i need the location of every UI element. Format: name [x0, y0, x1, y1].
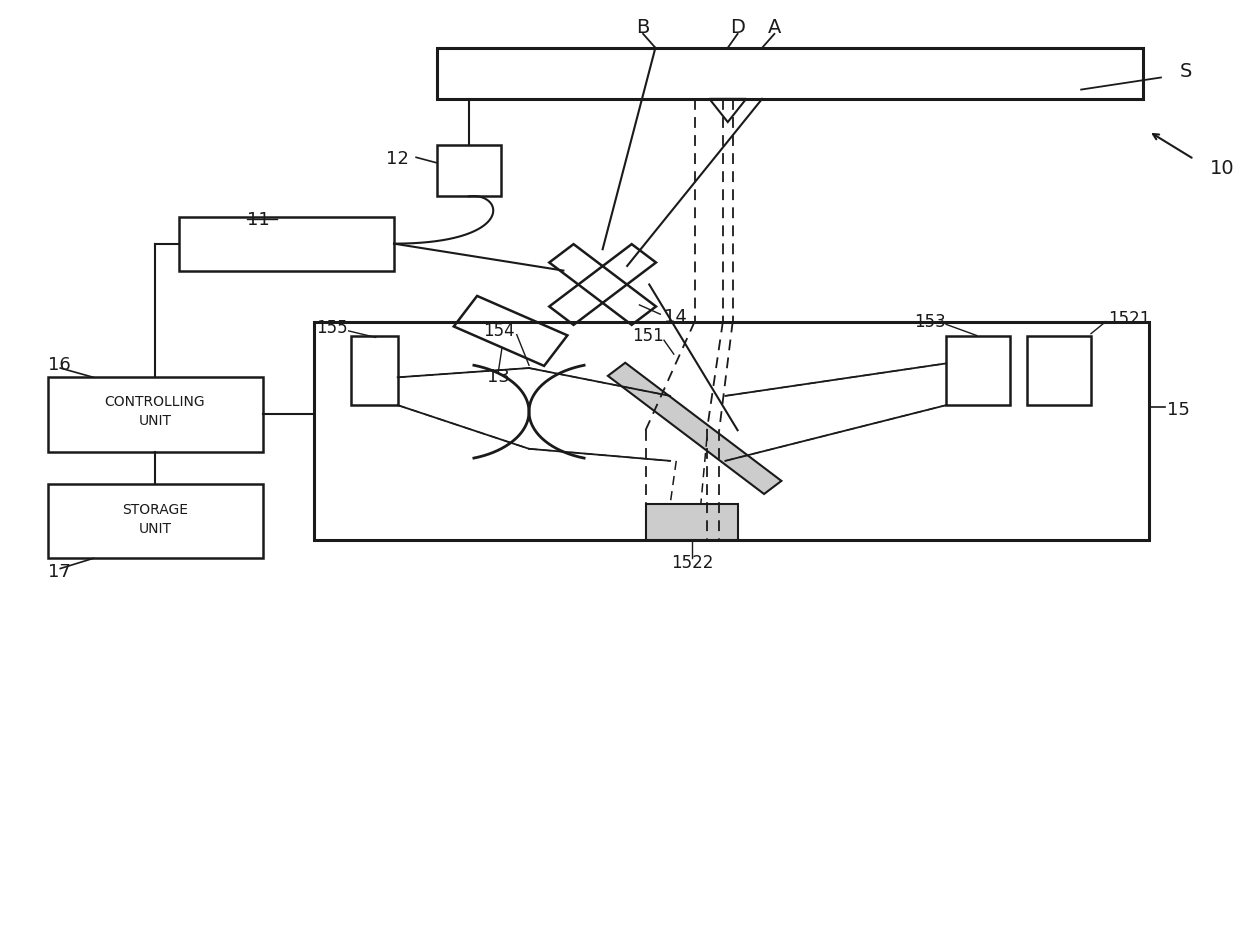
- Text: S: S: [1179, 61, 1192, 80]
- Text: CONTROLLING
UNIT: CONTROLLING UNIT: [104, 396, 205, 428]
- Bar: [314, 321, 1148, 540]
- Bar: [436, 145, 501, 196]
- Bar: [351, 335, 398, 405]
- Text: STORAGE
UNIT: STORAGE UNIT: [122, 503, 187, 535]
- Text: 154: 154: [482, 322, 515, 340]
- Text: 12: 12: [386, 150, 409, 169]
- Text: 1521: 1521: [1109, 310, 1151, 328]
- Bar: [436, 47, 1142, 99]
- Polygon shape: [608, 363, 781, 494]
- Bar: [180, 217, 394, 271]
- Text: 15: 15: [1167, 401, 1190, 419]
- Text: 13: 13: [487, 369, 510, 386]
- Bar: [1027, 335, 1091, 405]
- Text: 16: 16: [48, 357, 71, 374]
- Text: 17: 17: [48, 563, 71, 581]
- Text: D: D: [730, 18, 745, 37]
- Text: A: A: [768, 18, 781, 37]
- Bar: [48, 484, 263, 559]
- Text: 14: 14: [663, 308, 687, 326]
- Text: 153: 153: [914, 313, 946, 331]
- Text: B: B: [636, 18, 650, 37]
- Text: 1522: 1522: [671, 554, 713, 572]
- Text: 11: 11: [247, 210, 269, 228]
- Bar: [646, 505, 738, 540]
- Bar: [946, 335, 1011, 405]
- Text: 10: 10: [1210, 159, 1235, 178]
- Text: 155: 155: [316, 319, 347, 337]
- Bar: [48, 377, 263, 452]
- Text: 151: 151: [632, 327, 663, 344]
